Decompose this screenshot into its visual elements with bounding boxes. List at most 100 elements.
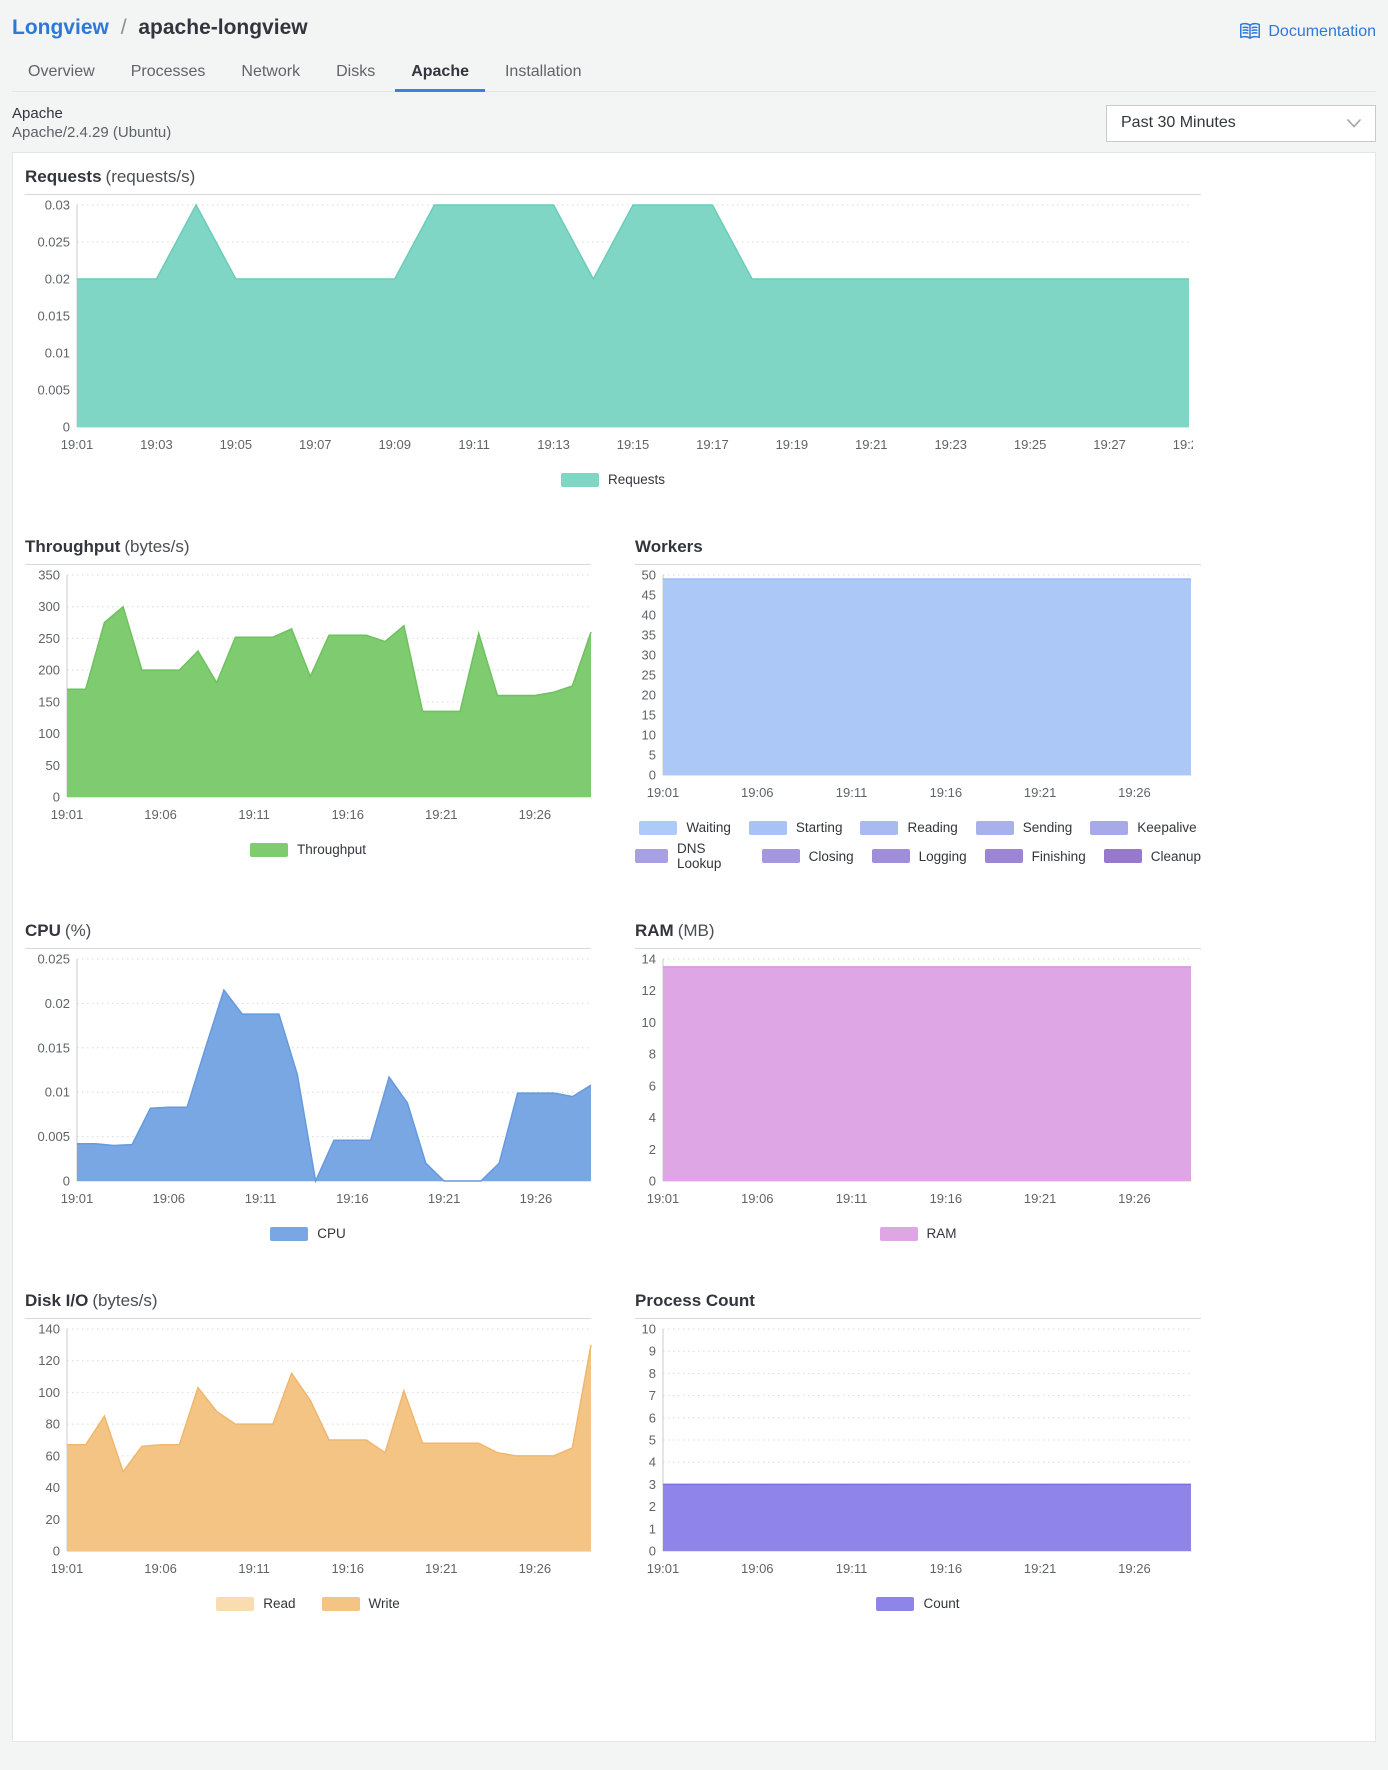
svg-text:2: 2 [649,1499,656,1514]
throughput-chart-section: Throughput (bytes/s) 0 50 100 150 200 250 300 35… [25,537,592,871]
book-icon [1238,22,1262,41]
legend-row: Read Write [25,1596,591,1611]
process-count-legend: Count [635,1596,1201,1611]
svg-text:45: 45 [642,588,656,603]
legend-swatch [876,1596,915,1611]
legend-item-read: Read [216,1596,296,1611]
legend-item-logging: Logging [871,841,967,871]
svg-text:5: 5 [649,1433,656,1448]
breadcrumb-separator: / [120,16,127,39]
legend-item-finishing: Finishing [984,841,1086,871]
cpu-legend: CPU [25,1226,591,1241]
svg-text:250: 250 [38,631,60,646]
svg-text:19:01: 19:01 [647,1191,680,1206]
svg-text:20: 20 [46,1512,60,1527]
svg-text:7: 7 [649,1388,656,1403]
legend-swatch [560,472,599,487]
svg-text:19:25: 19:25 [1014,437,1047,452]
legend-label: Sending [1022,820,1073,835]
breadcrumb: Longview / apache-longview [12,16,308,40]
legend-item-count: Count [876,1596,960,1611]
legend-item-write: Write [321,1596,400,1611]
svg-text:19:29: 19:29 [1173,437,1193,452]
svg-text:60: 60 [46,1448,60,1463]
cpu-plot: 0 0.005 0.01 0.015 0.02 0.025 19:01 19:06 19:11 1… [25,952,592,1218]
svg-text:140: 140 [38,1323,60,1337]
apache-version: Apache/2.4.29 (Ubuntu) [12,124,172,141]
svg-text:19:01: 19:01 [51,807,84,822]
svg-text:19:11: 19:11 [836,1561,868,1576]
svg-text:19:21: 19:21 [1024,1191,1057,1206]
title-divider [25,1318,591,1319]
legend-swatch [860,820,899,835]
svg-text:19:21: 19:21 [855,437,888,452]
svg-text:5: 5 [649,748,656,763]
time-range-select[interactable]: Past 30 Minutes [1106,104,1376,142]
svg-text:0.005: 0.005 [37,1129,70,1144]
svg-text:19:01: 19:01 [61,1191,94,1206]
legend-item-dns-lookup: DNS Lookup [635,841,744,871]
legend-swatch [216,1596,255,1611]
svg-text:19:05: 19:05 [220,437,253,452]
ram-chart-title: RAM (MB) [635,921,715,940]
svg-text:19:19: 19:19 [776,437,809,452]
legend-label: Keepalive [1137,820,1197,835]
legend-row: CPU [25,1226,591,1241]
svg-text:19:07: 19:07 [299,437,332,452]
svg-text:150: 150 [38,694,60,709]
svg-text:6: 6 [649,1078,656,1093]
svg-text:19:06: 19:06 [153,1191,186,1206]
tab-apache[interactable]: Apache [395,55,485,92]
ram-legend: RAM [635,1226,1201,1241]
breadcrumb-longview-link[interactable]: Longview [12,16,109,39]
svg-text:200: 200 [38,663,60,678]
throughput-svg: 0 50 100 150 200 250 300 350 19:01 19:06 19:11 19:1… [38,568,592,822]
svg-text:19:06: 19:06 [144,1561,177,1576]
svg-text:35: 35 [642,628,656,643]
svg-text:40: 40 [642,608,656,623]
svg-text:19:01: 19:01 [61,437,94,452]
svg-text:19:26: 19:26 [519,807,552,822]
requests-chart-section: Requests (requests/s) 0 0.005 0.01 0.015 0.02… [25,167,1205,487]
legend-row: Waiting Starting Reading Sending Keepalive [635,820,1201,835]
tab-installation[interactable]: Installation [504,63,582,80]
svg-text:120: 120 [38,1353,60,1368]
svg-text:0: 0 [63,420,70,435]
svg-text:19:21: 19:21 [1024,1561,1057,1576]
svg-text:0.025: 0.025 [37,235,70,250]
svg-text:19:16: 19:16 [930,1191,963,1206]
charts-row-1: Throughput (bytes/s) 0 50 100 150 200 250 300 35… [25,537,1201,921]
legend-label: Finishing [1031,848,1086,864]
svg-text:1: 1 [649,1521,656,1536]
documentation-link[interactable]: Documentation [1238,22,1376,41]
svg-text:14: 14 [642,953,656,967]
legend-swatch [321,1596,360,1611]
svg-text:8: 8 [649,1047,656,1062]
workers-chart-title: Workers [635,537,703,556]
legend-label: CPU [317,1226,346,1241]
svg-text:0.025: 0.025 [37,953,70,967]
svg-text:30: 30 [642,648,656,663]
svg-text:10: 10 [642,728,656,743]
svg-text:19:06: 19:06 [741,785,774,800]
svg-text:19:26: 19:26 [1118,1561,1151,1576]
tab-processes[interactable]: Processes [130,63,206,80]
svg-text:19:26: 19:26 [519,1561,552,1576]
legend-label: Throughput [296,842,367,857]
process-count-chart-section: Process Count 0 1 2 3 4 5 6 7 8 9 10 19:01 19:06 19:1… [635,1291,1201,1611]
svg-text:19:16: 19:16 [331,1561,364,1576]
tab-network[interactable]: Network [241,63,301,80]
svg-text:19:01: 19:01 [647,1561,680,1576]
apache-title: Apache [12,105,63,122]
svg-text:19:01: 19:01 [647,785,680,800]
ram-plot: 0 2 4 6 8 10 12 14 19:01 19:06 19:11 19:16 19:21 19:2… [635,952,1201,1218]
legend-item-waiting: Waiting [639,820,731,835]
svg-text:19:11: 19:11 [238,807,270,822]
svg-text:8: 8 [649,1366,656,1381]
tab-overview[interactable]: Overview [28,63,95,80]
legend-item-reading: Reading [860,820,958,835]
tab-disks[interactable]: Disks [336,63,376,80]
svg-text:4: 4 [649,1110,656,1125]
legend-item-sending: Sending [975,820,1073,835]
legend-swatch [270,1226,309,1241]
